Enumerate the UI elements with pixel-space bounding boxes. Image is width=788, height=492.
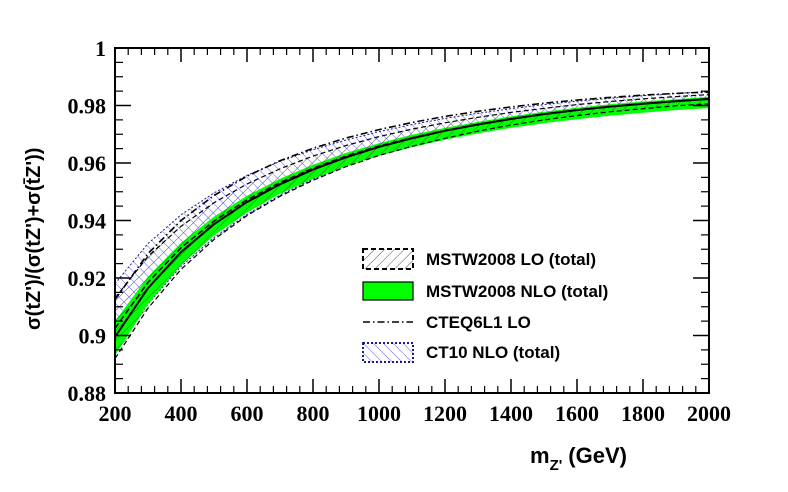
x-axis-title: mZ' (GeV) (530, 443, 627, 474)
x-tick-label: 1200 (423, 401, 467, 426)
y-tick-label: 0.98 (68, 94, 107, 119)
y-tick-label: 0.94 (68, 209, 107, 234)
legend-swatch-mstw-lo (362, 248, 414, 270)
cteq6l1-line (115, 91, 709, 301)
x-tick-label: 800 (297, 401, 330, 426)
x-tick-label: 2000 (687, 401, 731, 426)
x-axis-ticks: 200 400 600 800 1000 1200 1400 1600 1800 2000 (99, 48, 731, 426)
x-tick-label: 600 (231, 401, 264, 426)
x-tick-label: 1000 (357, 401, 401, 426)
y-tick-label: 0.92 (68, 266, 107, 291)
plot-area (115, 91, 709, 359)
legend-label-mstw-lo: MSTW2008 LO (total) (426, 250, 596, 269)
x-tick-label: 400 (165, 401, 198, 426)
x-tick-label: 1400 (489, 401, 533, 426)
legend-label-mstw-nlo: MSTW2008 NLO (total) (426, 282, 608, 301)
ct10-upper-edge (115, 91, 709, 285)
legend-label-cteq: CTEQ6L1 LO (426, 313, 531, 332)
legend: MSTW2008 LO (total) MSTW2008 NLO (total)… (362, 248, 608, 363)
y-axis-ticks: 0.88 0.9 0.92 0.94 0.96 0.98 1 (68, 36, 709, 406)
x-tick-label: 1800 (621, 401, 665, 426)
legend-swatch-ct10 (362, 342, 414, 363)
mstw-lo-lower-edge (115, 103, 709, 359)
mstw-lo-band (115, 94, 709, 359)
y-tick-label: 0.88 (68, 381, 107, 406)
y-axis-title: σ(tZ')/(σ(tZ')+σ(t̄Z')) (23, 148, 45, 330)
mstw-lo-upper-edge (115, 94, 709, 299)
x-tick-label: 200 (99, 401, 132, 426)
y-tick-label: 0.96 (68, 151, 107, 176)
legend-label-ct10: CT10 NLO (total) (426, 343, 560, 362)
y-tick-label: 1 (95, 36, 106, 61)
legend-swatch-mstw-nlo (362, 281, 414, 301)
x-tick-label: 1600 (555, 401, 599, 426)
mstw-nlo-central-line (115, 97, 709, 338)
y-tick-label: 0.9 (79, 324, 107, 349)
